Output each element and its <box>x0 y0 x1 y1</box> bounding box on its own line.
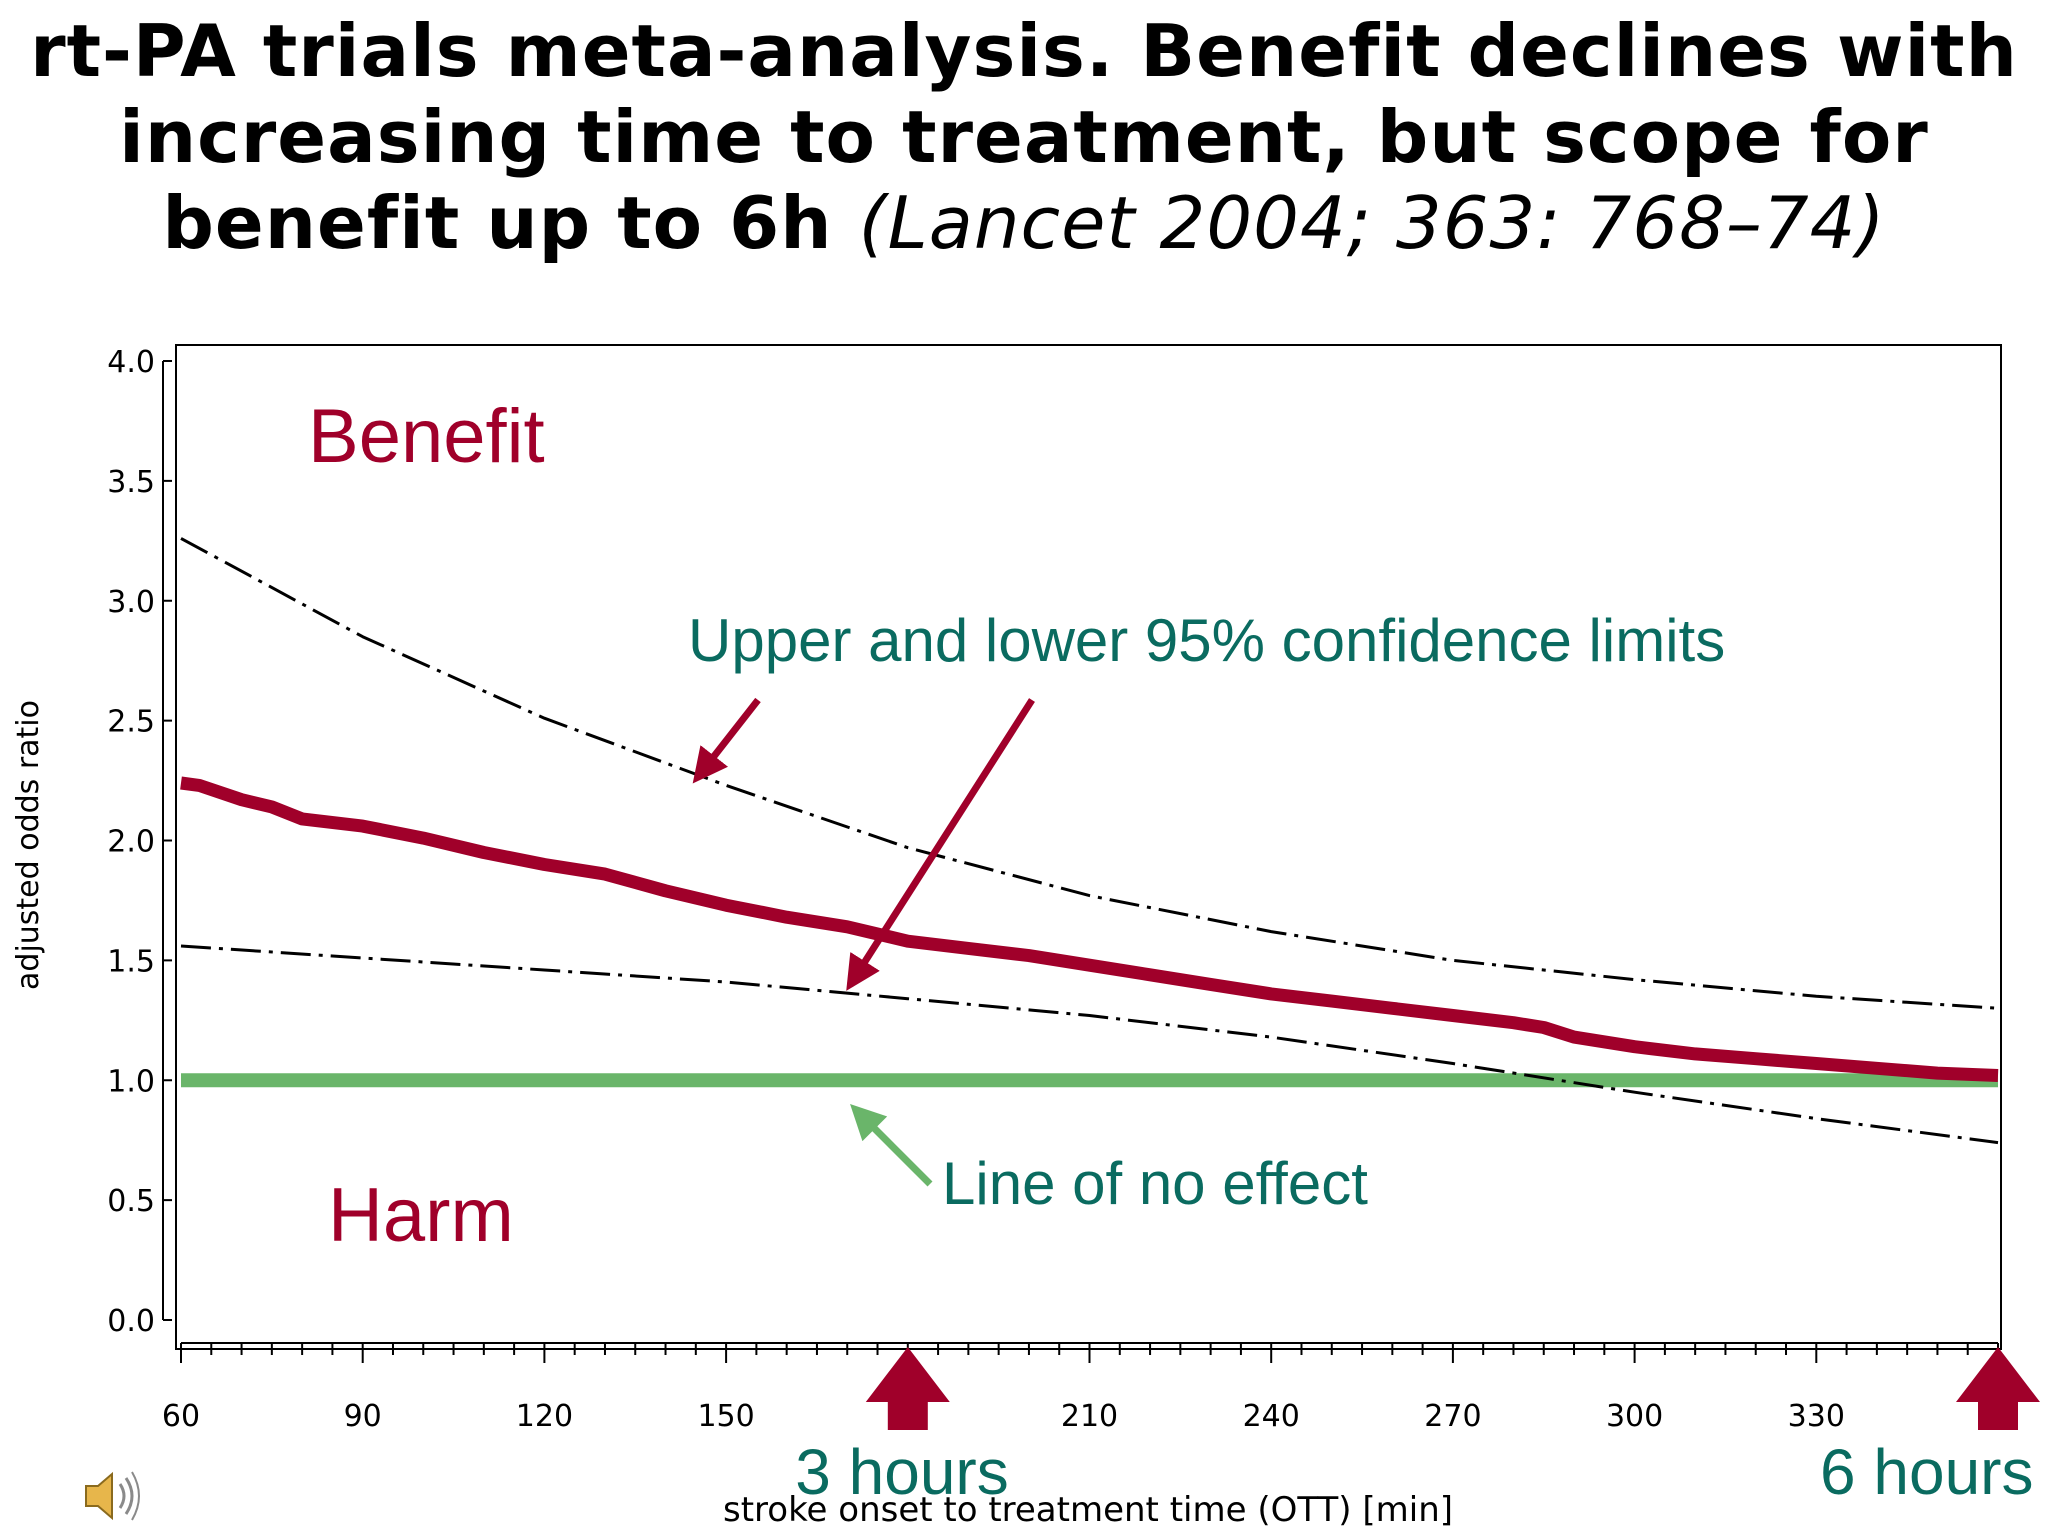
x-tick-label: 270 <box>1424 1399 1481 1434</box>
y-tick-label: 1.0 <box>107 1064 155 1099</box>
lower-limit-arrow <box>846 698 1035 991</box>
upper-limit-arrow <box>692 697 761 784</box>
no-effect-arrow <box>850 1104 933 1187</box>
x-tick-label: 300 <box>1606 1399 1663 1434</box>
six-hours-marker <box>1956 1347 2040 1430</box>
speaker-icon[interactable] <box>80 1466 146 1526</box>
x-axis: 60 90 120 150 210 240 270 300 330 <box>162 1342 1999 1434</box>
no-effect-label: Line of no effect <box>942 1150 1368 1217</box>
y-tick-label: 2.0 <box>107 825 155 860</box>
series-upper-95 <box>180 537 1999 1010</box>
y-tick-label: 0.5 <box>107 1184 155 1219</box>
y-tick-label: 0.0 <box>107 1304 155 1339</box>
slide-title: rt-PA trials meta-analysis. Benefit decl… <box>0 8 2048 266</box>
title-line-3: benefit up to 6h (Lancet 2004; 363: 768–… <box>0 180 2048 266</box>
title-line-2: increasing time to treatment, but scope … <box>119 95 1929 179</box>
y-tick-label: 3.5 <box>107 465 155 500</box>
y-tick-label: 3.0 <box>107 585 155 620</box>
y-tick-label: 1.5 <box>107 944 155 979</box>
confidence-limits-label: Upper and lower 95% confidence limits <box>688 607 1725 674</box>
harm-label: Harm <box>328 1173 514 1258</box>
x-tick-label: 60 <box>162 1399 200 1434</box>
three-hours-label: 3 hours <box>795 1436 1008 1508</box>
y-tick-label: 4.0 <box>107 345 155 380</box>
series-lower-95 <box>180 944 1999 1145</box>
x-tick-label: 240 <box>1243 1399 1300 1434</box>
y-tick-label: 2.5 <box>107 705 155 740</box>
series-layer <box>180 537 1999 1145</box>
title-line-3-bold: benefit up to 6h <box>162 181 859 265</box>
three-hours-marker <box>865 1347 950 1430</box>
x-tick-label: 210 <box>1061 1399 1118 1434</box>
y-axis: 0.0 0.5 1.0 1.5 2.0 2.5 3.0 3.5 4.0 <box>107 345 172 1339</box>
x-tick-label: 330 <box>1788 1399 1845 1434</box>
x-tick-label: 90 <box>344 1399 382 1434</box>
benefit-label: Benefit <box>308 394 545 479</box>
title-line-1: rt-PA trials meta-analysis. Benefit decl… <box>30 9 2018 93</box>
six-hours-label: 6 hours <box>1820 1436 2033 1508</box>
title-citation: (Lancet 2004; 363: 768–74) <box>858 181 1886 265</box>
x-tick-label: 120 <box>516 1399 573 1434</box>
y-axis-label: adjusted odds ratio <box>11 700 46 990</box>
x-tick-label: 150 <box>697 1399 754 1434</box>
series-estimate <box>180 776 1999 1082</box>
x-axis-label: stroke onset to treatment time (OTT) [mi… <box>723 1490 1453 1530</box>
